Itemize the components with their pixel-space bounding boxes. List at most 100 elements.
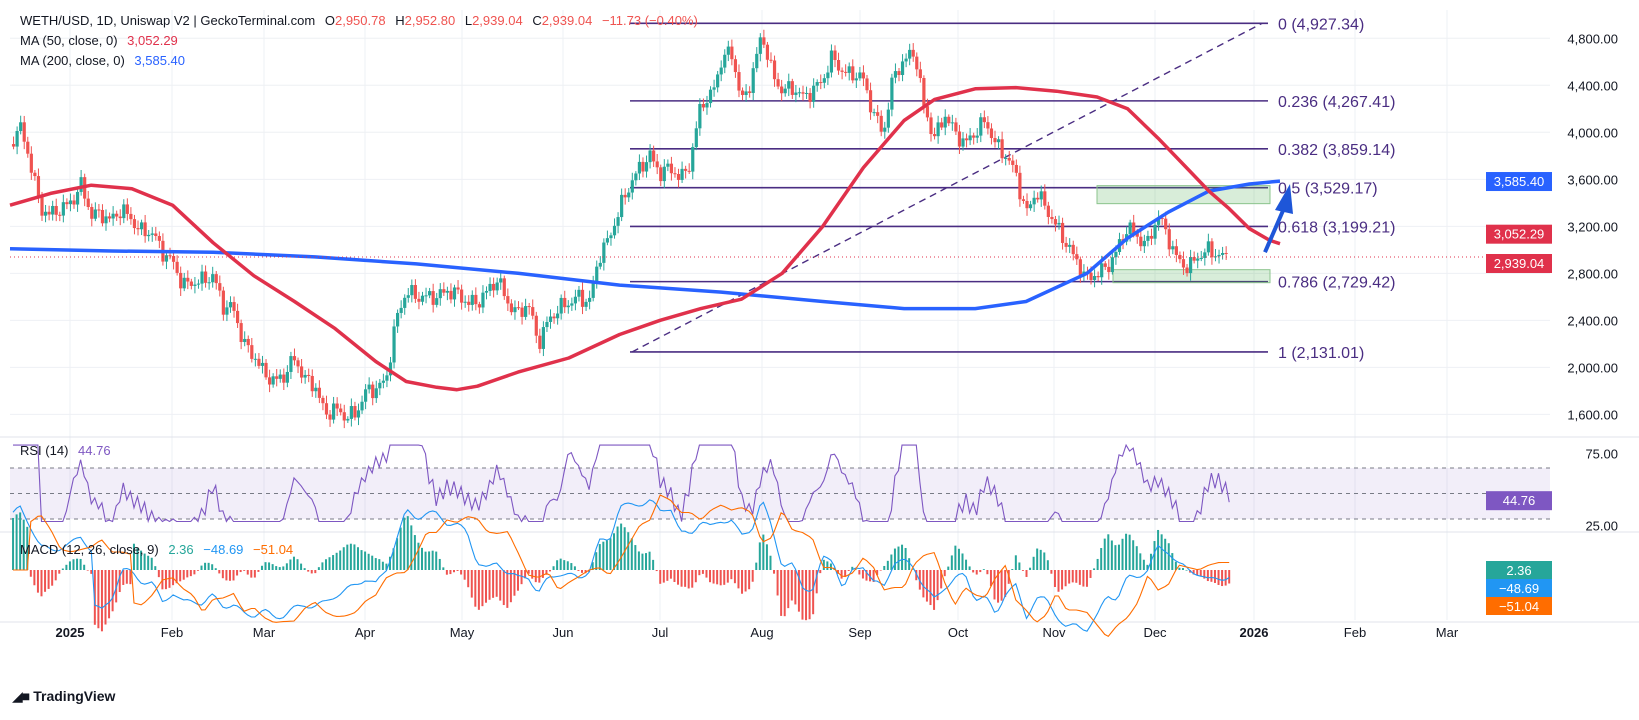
- macd-histogram-bar: [143, 553, 146, 570]
- candle-body: [65, 202, 69, 205]
- candle-body: [125, 204, 129, 214]
- candle-body: [147, 234, 151, 237]
- candle-body: [278, 374, 282, 379]
- macd-histogram-bar: [449, 570, 452, 575]
- macd-histogram-bar: [1036, 548, 1039, 570]
- candle-body: [1064, 242, 1068, 247]
- candle-body: [851, 66, 855, 81]
- candle-body: [801, 92, 805, 94]
- macd-histogram-bar: [1075, 570, 1078, 583]
- macd-histogram-bar: [1050, 570, 1053, 574]
- macd-legend[interactable]: MACD (12, 26, close, 9) 2.36 −48.69 −51.…: [20, 542, 299, 557]
- macd-histogram-bar: [776, 570, 779, 596]
- macd-histogram-bar: [901, 544, 904, 570]
- candle-body: [58, 214, 62, 216]
- time-tick-label: Jul: [652, 625, 669, 640]
- candle-body: [342, 412, 346, 421]
- macd-histogram-bar: [1125, 533, 1128, 570]
- macd-histogram-bar: [616, 526, 619, 570]
- fib-level-label: 0.786 (2,729.42): [1278, 275, 1395, 292]
- fib-level-label: 0.618 (3,199.21): [1278, 219, 1395, 236]
- macd-histogram-bar: [125, 570, 128, 584]
- candle-body: [552, 316, 556, 319]
- candle-body: [815, 82, 819, 86]
- macd-histogram-bar: [680, 570, 683, 587]
- grid-lines: [10, 10, 1550, 620]
- candle-body: [979, 117, 983, 136]
- candle-body: [307, 374, 311, 376]
- candle-body: [115, 213, 119, 217]
- candle-body: [580, 289, 585, 307]
- macd-histogram-bar: [371, 555, 374, 570]
- candle-body: [484, 290, 489, 293]
- price-label-box: [1486, 253, 1552, 273]
- candle-body: [612, 225, 617, 236]
- candle-body: [1025, 200, 1029, 209]
- macd-histogram-bar: [246, 570, 249, 575]
- candle-body: [1206, 241, 1210, 253]
- candle-body: [1217, 254, 1221, 257]
- candle-body: [936, 122, 940, 137]
- macd-histogram-bar: [349, 543, 352, 570]
- candle-body: [680, 168, 684, 180]
- macd-histogram-bar: [72, 559, 75, 570]
- candle-body: [26, 141, 30, 154]
- macd-histogram-bar: [876, 570, 879, 576]
- macd-histogram-bar: [1093, 568, 1096, 570]
- macd-histogram-bar: [122, 570, 125, 585]
- fib-level-label: 0 (4,927.34): [1278, 16, 1364, 33]
- candle-body: [733, 59, 738, 73]
- candle-body: [858, 72, 862, 79]
- candle-body: [765, 44, 770, 60]
- candle-body: [833, 50, 837, 61]
- macd-histogram-bar: [403, 517, 406, 570]
- macd-histogram-bar: [1107, 534, 1110, 570]
- price-tick-label: 4,400.00: [1567, 78, 1618, 93]
- forecast-arrow-head: [1275, 184, 1293, 215]
- macd-histogram-bar: [659, 570, 662, 584]
- candle-body: [214, 274, 218, 284]
- candle-body: [676, 173, 681, 180]
- candle-body: [968, 135, 972, 141]
- ma50-legend[interactable]: MA (50, close, 0) 3,052.29: [20, 33, 184, 48]
- candle-body: [847, 66, 851, 73]
- time-tick-label: Sep: [848, 625, 871, 640]
- rsi-legend[interactable]: RSI (14) 44.76: [20, 443, 117, 458]
- macd-histogram-bar: [829, 563, 832, 570]
- candle-body: [748, 91, 752, 93]
- macd-histogram-bar: [997, 570, 1000, 603]
- macd-histogram-bar: [140, 550, 143, 570]
- macd-histogram-bar: [275, 566, 278, 570]
- candle-body: [772, 60, 777, 80]
- symbol-title[interactable]: WETH/USD, 1D, Uniswap V2 | GeckoTerminal…: [20, 13, 316, 28]
- candle-body: [367, 384, 371, 390]
- candle-body: [1142, 240, 1146, 247]
- macd-histogram-bar: [965, 559, 968, 570]
- candle-body: [687, 170, 691, 172]
- candle-body: [755, 53, 759, 69]
- tradingview-logo[interactable]: ◢■ TradingView: [12, 688, 115, 705]
- macd-histogram-bar: [897, 546, 900, 570]
- candle-body: [1039, 191, 1043, 200]
- candle-body: [787, 81, 791, 89]
- candle-body: [1174, 246, 1178, 255]
- macd-histogram-bar: [381, 561, 384, 570]
- candle-body: [139, 222, 144, 230]
- candle-body: [15, 130, 19, 147]
- candle-body: [762, 37, 766, 45]
- macd-histogram-bar: [886, 560, 889, 570]
- macd-value-text: −48.69: [1499, 581, 1539, 596]
- candle-body: [420, 295, 425, 302]
- macd-histogram-bar: [1046, 560, 1049, 570]
- macd-histogram-bar: [310, 570, 313, 574]
- macd-histogram-bar: [499, 570, 502, 601]
- macd-histogram-bar: [812, 570, 815, 615]
- ma200-legend[interactable]: MA (200, close, 0) 3,585.40: [20, 53, 191, 68]
- macd-histogram-bar: [470, 570, 473, 598]
- candle-body: [218, 283, 222, 291]
- candle-body: [243, 338, 247, 343]
- macd-value-1: 2.36: [168, 542, 194, 557]
- candle-body: [829, 50, 834, 73]
